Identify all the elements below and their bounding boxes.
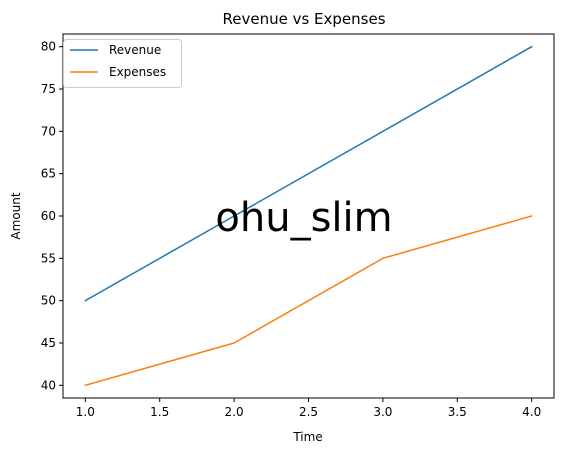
x-tick-label: 1.0 <box>76 405 95 419</box>
y-tick-label: 80 <box>41 40 56 54</box>
y-tick-label: 65 <box>41 167 56 181</box>
y-axis-title: Amount <box>9 192 23 239</box>
y-tick-label: 40 <box>41 378 56 392</box>
y-tick-label: 70 <box>41 124 56 138</box>
x-axis-title: Time <box>292 430 322 444</box>
legend: Revenue Expenses <box>63 39 182 88</box>
x-tick-label: 1.5 <box>150 405 169 419</box>
y-tick-label: 50 <box>41 294 56 308</box>
x-tick-label: 2.0 <box>225 405 244 419</box>
y-tick-label: 75 <box>41 82 56 96</box>
x-tick-label: 3.0 <box>373 405 392 419</box>
y-axis-ticks: 40 45 50 55 60 65 70 75 80 <box>41 40 63 392</box>
series-line-revenue <box>84 45 533 302</box>
x-tick-label: 4.0 <box>522 405 541 419</box>
series-lines <box>84 45 533 387</box>
legend-label-expenses: Expenses <box>109 65 166 79</box>
y-tick-label: 55 <box>41 251 56 265</box>
x-tick-label: 3.5 <box>448 405 467 419</box>
legend-box <box>63 39 182 88</box>
y-tick-label: 60 <box>41 209 56 223</box>
x-axis-ticks: 1.0 1.5 2.0 2.5 3.0 3.5 4.0 <box>76 398 541 419</box>
legend-label-revenue: Revenue <box>109 43 161 57</box>
series-line-expenses <box>84 215 533 387</box>
y-tick-label: 45 <box>41 336 56 350</box>
x-tick-label: 2.5 <box>299 405 318 419</box>
watermark: ohu_slim <box>215 195 392 241</box>
chart-title: Revenue vs Expenses <box>222 10 385 28</box>
